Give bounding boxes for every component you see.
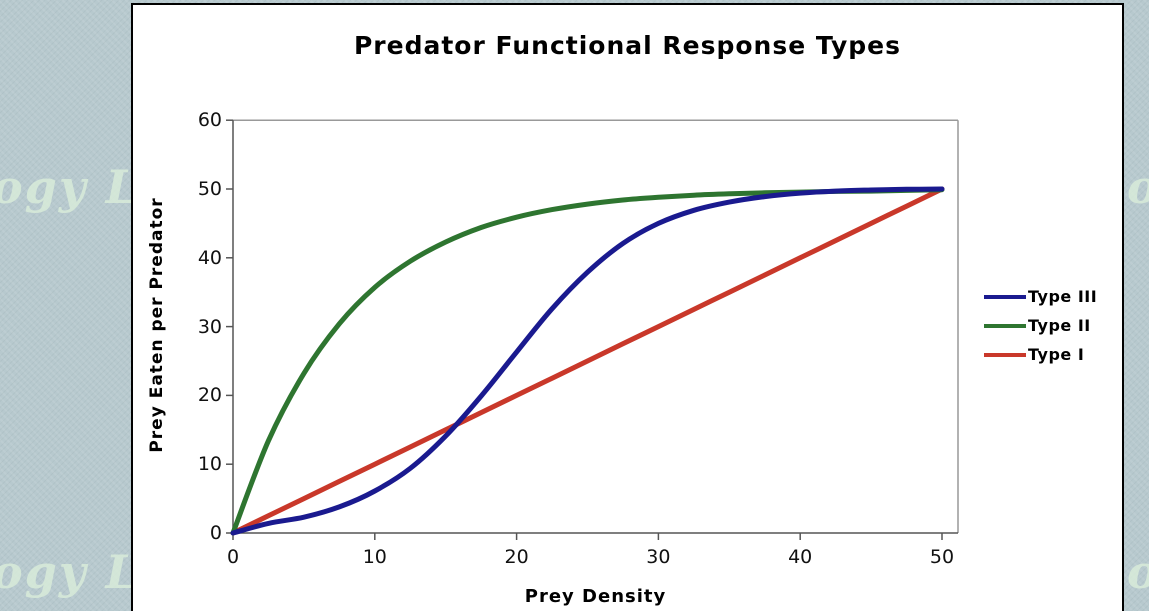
x-tick-label: 50 — [929, 546, 955, 568]
y-tick-label: 20 — [197, 384, 222, 407]
y-tick-label: 40 — [197, 246, 222, 269]
legend-label: Type III — [1028, 287, 1098, 306]
watermark-text-fragment: ogy L — [0, 160, 140, 214]
legend-entry: Type I — [984, 340, 1097, 369]
y-tick-label: 10 — [197, 453, 222, 476]
chart-window: Predator Functional Response Types Prey … — [131, 3, 1124, 611]
series-line-type-iii — [230, 186, 945, 536]
watermark-text-fragment: ogy L — [1127, 160, 1149, 214]
x-tick-label: 30 — [646, 546, 671, 568]
watermark-text-fragment: ogy L — [1127, 545, 1149, 599]
legend-label: Type I — [1028, 345, 1085, 364]
y-axis-title: Prey Eaten per Predator — [147, 197, 167, 453]
x-tick-label: 0 — [226, 546, 240, 568]
plot-area — [226, 119, 959, 540]
legend-line-swatch — [984, 352, 1026, 357]
legend-entry: Type III — [984, 282, 1097, 311]
x-tick-label: 20 — [504, 546, 529, 568]
x-tick-label: 40 — [788, 546, 813, 568]
legend-line-swatch — [984, 294, 1026, 299]
watermark-text-fragment: ogy L — [0, 545, 140, 599]
chart-title: Predator Functional Response Types — [353, 31, 902, 60]
y-tick-label: 30 — [197, 315, 222, 338]
legend: Type III Type II Type I — [984, 282, 1097, 369]
legend-line-swatch — [984, 323, 1026, 328]
series-line-type-i — [230, 186, 945, 536]
x-axis-title: Prey Density — [524, 586, 667, 607]
legend-entry: Type II — [984, 311, 1097, 340]
y-tick-label: 50 — [197, 178, 222, 200]
y-tick-label: 60 — [197, 109, 222, 132]
x-tick-label: 10 — [362, 546, 387, 568]
legend-label: Type II — [1028, 316, 1091, 335]
y-tick-label: 0 — [209, 522, 222, 544]
